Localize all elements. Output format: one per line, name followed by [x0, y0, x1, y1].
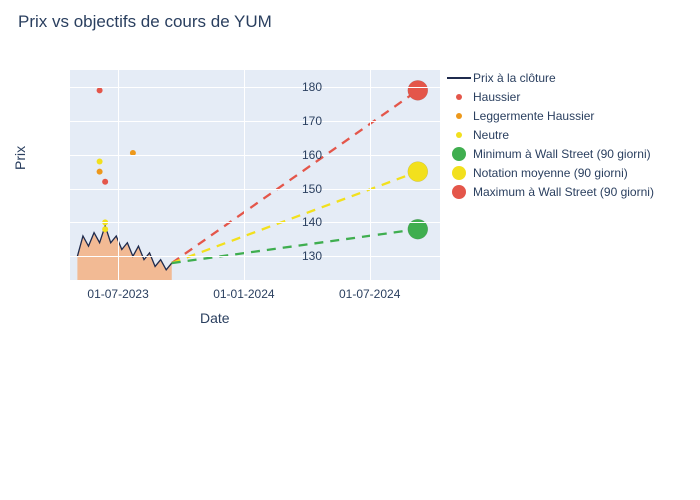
legend-label: Leggermente Haussier [473, 109, 594, 123]
y-tick: 140 [302, 215, 322, 229]
y-tick: 170 [302, 114, 322, 128]
x-tick: 01-01-2024 [213, 287, 274, 301]
x-axis-label: Date [200, 310, 230, 326]
target-dot [408, 80, 428, 100]
projection-line [172, 229, 418, 263]
legend-item[interactable]: Maximum à Wall Street (90 giorni) [445, 182, 654, 201]
legend-item[interactable]: Leggermente Haussier [445, 106, 654, 125]
target-dot [408, 162, 428, 182]
legend: Prix à la clôture Haussier Leggermente Hau… [445, 68, 654, 201]
legend-item[interactable]: Minimum à Wall Street (90 giorni) [445, 144, 654, 163]
legend-item[interactable]: Prix à la clôture [445, 68, 654, 87]
legend-swatch [445, 184, 473, 200]
legend-swatch [445, 127, 473, 143]
analyst-dot [97, 158, 103, 164]
legend-swatch [445, 70, 473, 86]
chart-title: Prix vs objectifs de cours de YUM [18, 12, 272, 32]
legend-label: Minimum à Wall Street (90 giorni) [473, 147, 651, 161]
y-tick: 130 [302, 249, 322, 263]
analyst-dot [102, 179, 108, 185]
legend-swatch [445, 89, 473, 105]
y-tick: 160 [302, 148, 322, 162]
legend-label: Haussier [473, 90, 520, 104]
x-tick: 01-07-2023 [87, 287, 148, 301]
legend-swatch [445, 146, 473, 162]
legend-swatch [445, 165, 473, 181]
legend-swatch [445, 108, 473, 124]
analyst-dot [102, 226, 108, 232]
legend-item[interactable]: Notation moyenne (90 giorni) [445, 163, 654, 182]
legend-label: Neutre [473, 128, 509, 142]
x-tick: 01-07-2024 [339, 287, 400, 301]
y-tick: 150 [302, 182, 322, 196]
close-fill [77, 226, 171, 280]
projection-line [172, 172, 418, 263]
y-axis-label: Prix [12, 146, 28, 170]
plot-area [70, 70, 440, 280]
analyst-dot [97, 169, 103, 175]
projection-line [172, 90, 418, 263]
legend-item[interactable]: Haussier [445, 87, 654, 106]
legend-label: Notation moyenne (90 giorni) [473, 166, 628, 180]
y-tick: 180 [302, 80, 322, 94]
legend-label: Prix à la clôture [473, 71, 556, 85]
chart-svg [70, 70, 440, 280]
legend-item[interactable]: Neutre [445, 125, 654, 144]
analyst-dot [97, 87, 103, 93]
legend-label: Maximum à Wall Street (90 giorni) [473, 185, 654, 199]
